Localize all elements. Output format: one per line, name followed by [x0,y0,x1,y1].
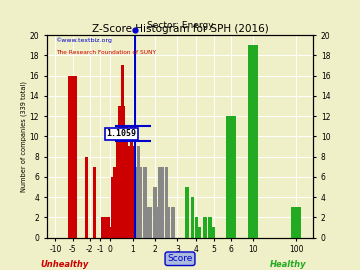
Bar [122,106,125,238]
Y-axis label: Number of companies (339 total): Number of companies (339 total) [20,81,27,192]
Bar [85,157,89,238]
Text: The Research Foundation of SUNY: The Research Foundation of SUNY [55,50,156,55]
Bar [191,197,194,238]
Bar [248,45,258,238]
Bar [132,167,135,238]
Bar [167,207,170,238]
Bar [116,136,119,238]
Bar [145,167,148,238]
Bar [291,207,301,238]
Bar [129,146,132,238]
Bar [120,146,123,238]
Bar [139,167,142,238]
Bar [118,106,121,238]
Bar [171,207,175,238]
Bar [126,146,129,238]
Bar [123,126,126,238]
Bar [45,207,48,238]
Bar [136,167,139,238]
Bar [208,217,212,238]
Bar [185,187,189,238]
Bar [195,217,198,238]
Bar [138,167,141,238]
Bar [68,76,77,238]
Text: 1.1059: 1.1059 [107,129,136,138]
Bar [128,146,131,238]
Text: Sector: Energy: Sector: Energy [147,21,213,30]
Bar [147,207,150,238]
Text: Healthy: Healthy [270,260,306,269]
Text: Unhealthy: Unhealthy [41,260,89,269]
Bar [109,227,112,238]
Bar [130,126,133,238]
Bar [165,167,168,238]
Bar [153,187,157,238]
Bar [101,217,109,238]
Bar [226,116,236,238]
Bar [198,227,202,238]
Bar [156,207,159,238]
Title: Z-Score Histogram for SPH (2016): Z-Score Histogram for SPH (2016) [92,24,268,34]
Bar [203,217,207,238]
Bar [121,65,124,238]
Text: Score: Score [167,254,193,263]
Bar [158,167,161,238]
Bar [111,177,114,238]
Bar [125,126,127,238]
Bar [134,187,136,238]
Bar [127,146,130,238]
Bar [137,146,140,238]
Bar [93,167,96,238]
Bar [113,167,116,238]
Bar [143,167,145,238]
Bar [212,227,215,238]
Text: ©www.textbiz.org: ©www.textbiz.org [55,37,112,43]
Bar [131,146,134,238]
Bar [160,167,163,238]
Bar [149,207,152,238]
Bar [135,197,138,238]
